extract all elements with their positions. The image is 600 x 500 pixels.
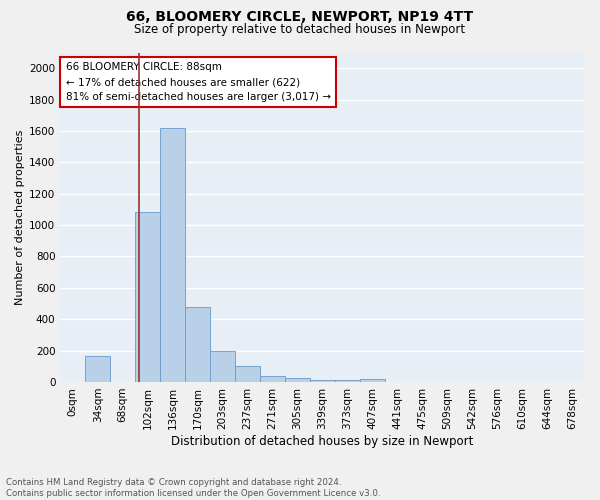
X-axis label: Distribution of detached houses by size in Newport: Distribution of detached houses by size … <box>172 434 474 448</box>
Bar <box>285 378 310 382</box>
Text: Contains HM Land Registry data © Crown copyright and database right 2024.
Contai: Contains HM Land Registry data © Crown c… <box>6 478 380 498</box>
Bar <box>210 350 235 382</box>
Bar <box>335 380 360 382</box>
Bar <box>310 380 335 382</box>
Bar <box>185 306 210 382</box>
Text: 66, BLOOMERY CIRCLE, NEWPORT, NP19 4TT: 66, BLOOMERY CIRCLE, NEWPORT, NP19 4TT <box>127 10 473 24</box>
Bar <box>360 379 385 382</box>
Bar <box>235 366 260 382</box>
Bar <box>85 356 110 382</box>
Bar <box>260 376 285 382</box>
Bar <box>160 128 185 382</box>
Y-axis label: Number of detached properties: Number of detached properties <box>15 130 25 305</box>
Text: 66 BLOOMERY CIRCLE: 88sqm
← 17% of detached houses are smaller (622)
81% of semi: 66 BLOOMERY CIRCLE: 88sqm ← 17% of detac… <box>65 62 331 102</box>
Bar <box>135 212 160 382</box>
Text: Size of property relative to detached houses in Newport: Size of property relative to detached ho… <box>134 22 466 36</box>
